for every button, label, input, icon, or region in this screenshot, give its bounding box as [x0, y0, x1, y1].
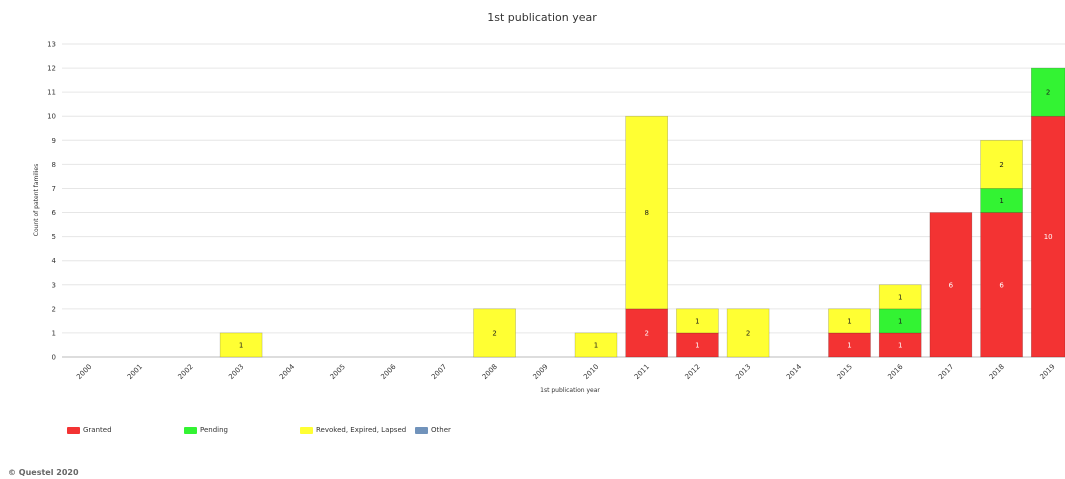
y-tick-label: 13 [47, 41, 56, 49]
bar-segment [726, 308, 770, 358]
x-tick-label: 2008 [481, 363, 499, 381]
legend-swatch [67, 426, 80, 434]
legend-item: Revoked, Expired, Lapsed [300, 426, 406, 434]
bars: 1 2 1 2 8 1 1 2 1 1 1 1 1 6 6 1 2 10 2 [219, 67, 1065, 358]
data-label: 1 [999, 197, 1003, 205]
y-tick-label: 12 [47, 65, 56, 73]
x-tick-label: 2001 [126, 363, 144, 381]
bar-segment [473, 308, 516, 358]
x-tick-label: 2018 [988, 363, 1006, 381]
x-tick-label: 2014 [785, 362, 804, 381]
x-tick-label: 2015 [836, 363, 854, 381]
data-label: 6 [949, 281, 954, 289]
y-tick-label: 1 [52, 329, 56, 337]
data-label: 2 [746, 329, 750, 337]
legend-label: Other [431, 426, 451, 434]
legend-swatch [184, 426, 197, 434]
legend-item: Other [415, 426, 451, 434]
bar-segment [625, 308, 669, 358]
y-tick-label: 8 [52, 161, 56, 169]
data-label: 2 [999, 161, 1003, 169]
x-tick-label: 2003 [227, 363, 245, 381]
y-tick-label: 10 [47, 113, 56, 121]
y-tick-label: 2 [52, 305, 56, 313]
bar-segment [676, 332, 719, 358]
y-axis-label: Count of patent families [33, 164, 40, 236]
y-tick-label: 6 [52, 209, 57, 217]
data-label: 1 [695, 317, 699, 325]
data-label: 1 [695, 341, 699, 349]
legend-item: Granted [67, 426, 112, 434]
data-label: 8 [644, 209, 648, 217]
data-label: 6 [999, 281, 1004, 289]
data-label: 2 [492, 329, 496, 337]
x-tick-label: 2007 [430, 363, 448, 381]
y-tick-label: 5 [52, 233, 56, 241]
chart-title: 1st publication year [487, 11, 597, 24]
x-tick-label: 2006 [379, 362, 398, 381]
data-label: 1 [239, 341, 243, 349]
bar-segment [878, 308, 922, 334]
gridlines [62, 43, 1065, 358]
x-tick-label: 2000 [75, 363, 93, 381]
legend-label: Revoked, Expired, Lapsed [316, 426, 407, 434]
y-tick-label: 0 [52, 354, 56, 362]
x-tick-label: 2010 [582, 363, 600, 381]
data-label: 1 [898, 341, 902, 349]
legend-label: Pending [200, 426, 228, 434]
y-tick-label: 4 [52, 257, 57, 265]
x-tick-label: 2013 [734, 363, 752, 381]
legend-item: Pending [184, 426, 228, 434]
legend-swatch [300, 426, 313, 434]
bar-segment [1031, 67, 1065, 117]
bar-segment [980, 188, 1023, 213]
x-tick-label: 2017 [937, 363, 955, 381]
x-tick-label: 2005 [329, 363, 347, 381]
legend-swatch [415, 426, 428, 434]
y-tick-label: 11 [47, 89, 56, 97]
x-tick-label: 2011 [633, 363, 651, 381]
data-label: 10 [1044, 233, 1053, 241]
bar-segment [878, 332, 922, 358]
x-tick-label: 2009 [531, 363, 549, 381]
data-label: 2 [1046, 89, 1050, 97]
bar-segment [625, 115, 669, 310]
bar-segment [878, 284, 922, 310]
x-tick-label: 2016 [886, 362, 905, 381]
bar-segment [574, 332, 618, 358]
data-label: 1 [594, 341, 598, 349]
bar-segment [828, 308, 871, 334]
x-axis-label: 1st publication year [540, 387, 600, 394]
bar-segment [980, 212, 1023, 358]
bar-chart: 1st publication year 012345678910111213 … [33, 11, 1065, 394]
y-tick-label: 3 [52, 281, 56, 289]
data-label: 1 [847, 341, 851, 349]
data-label: 2 [644, 329, 648, 337]
bar-segment [828, 332, 871, 358]
x-tick-label: 2019 [1038, 363, 1056, 381]
x-tick-label: 2002 [177, 363, 195, 381]
copyright-notice: © Questel 2020 [8, 468, 79, 477]
legend-label: Granted [83, 426, 112, 434]
bar-segment [1031, 115, 1065, 358]
bar-segment [929, 212, 973, 358]
data-label: 1 [898, 293, 902, 301]
data-label: 1 [898, 317, 902, 325]
data-label: 1 [847, 317, 851, 325]
x-tick-label: 2004 [278, 362, 297, 381]
y-tick-label: 9 [52, 137, 56, 145]
bar-segment [980, 140, 1023, 189]
bar-segment [676, 308, 719, 334]
y-tick-label: 7 [52, 185, 56, 193]
bar-segment [219, 332, 263, 358]
x-axis-ticks: 2000 2001 2002 2003 2004 2005 2006 2007 2008 2009… [75, 362, 1057, 381]
x-tick-label: 2012 [684, 363, 702, 381]
